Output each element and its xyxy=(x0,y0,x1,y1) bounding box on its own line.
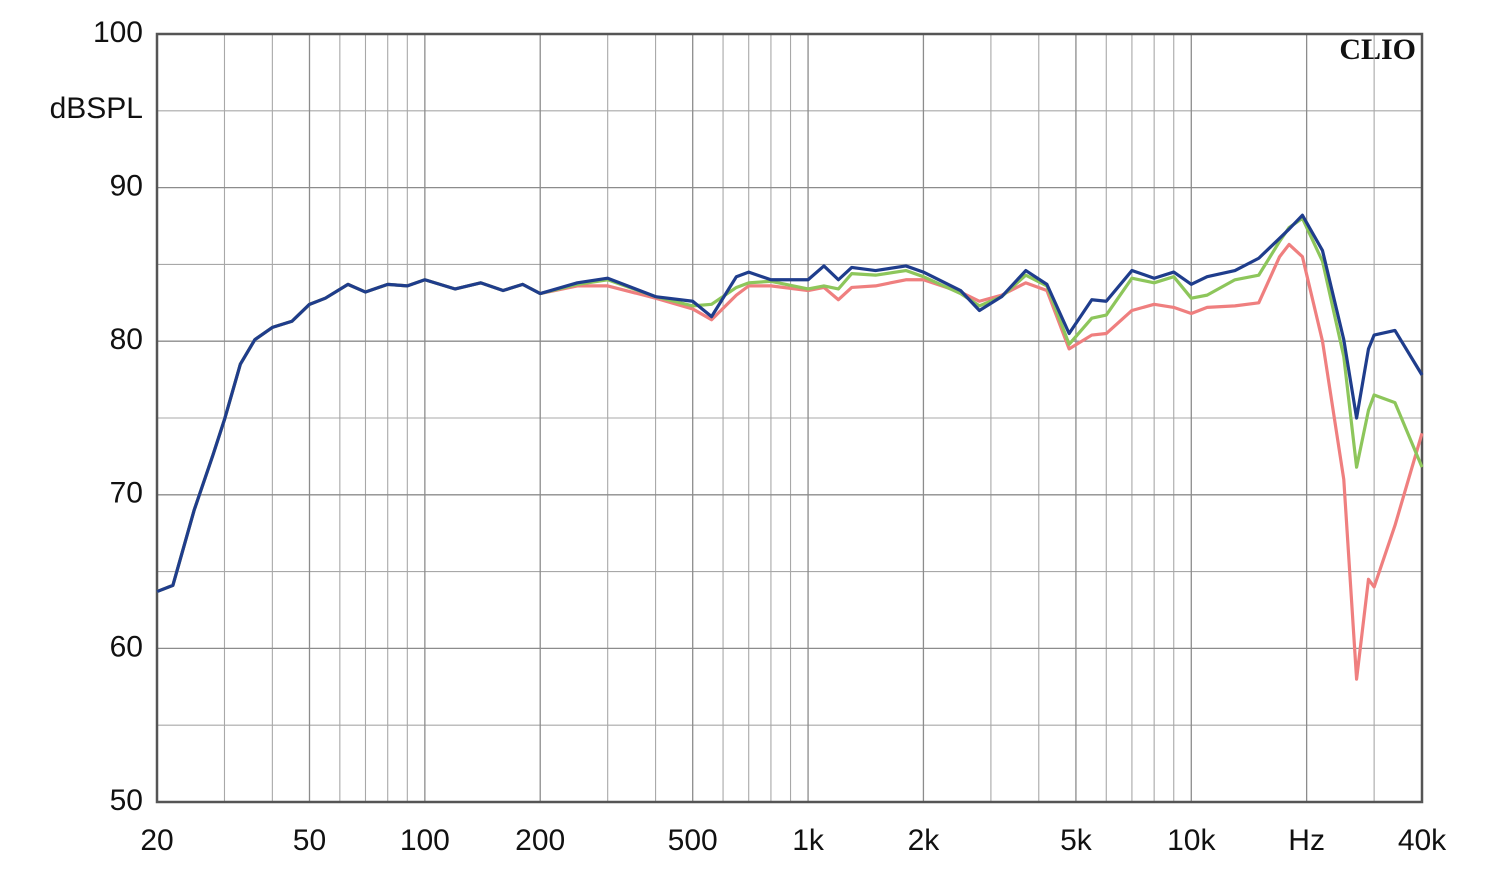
y-axis-label: dBSPL xyxy=(50,92,143,125)
y-tick-label: 70 xyxy=(110,477,143,510)
x-tick-label: 200 xyxy=(515,824,565,857)
series-line xyxy=(156,213,1424,594)
x-tick-label: 500 xyxy=(668,824,718,857)
y-tick-label: 80 xyxy=(110,323,143,356)
y-tick-label: 60 xyxy=(110,630,143,663)
x-tick-label: 100 xyxy=(400,824,450,857)
x-tick-label: 1k xyxy=(792,824,825,857)
y-tick-label: 100 xyxy=(93,16,143,49)
x-tick-label: 2k xyxy=(908,824,941,857)
x-tick-label: 10k xyxy=(1167,824,1216,857)
y-tick-label: 50 xyxy=(110,784,143,817)
annotation: CLIO xyxy=(1339,33,1416,66)
x-tick-label: Hz xyxy=(1288,824,1325,857)
y-tick-label: 90 xyxy=(110,170,143,203)
x-tick-label: 20 xyxy=(140,824,173,857)
plot-frame xyxy=(155,32,1424,804)
x-tick-label: 5k xyxy=(1060,824,1093,857)
x-tick-label: 40k xyxy=(1398,824,1447,857)
x-tick-label: 50 xyxy=(293,824,326,857)
